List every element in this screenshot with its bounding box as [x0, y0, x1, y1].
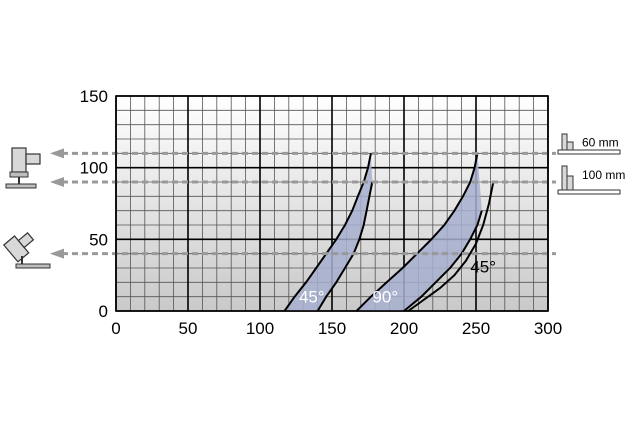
band-labels: 45° 90° 45°: [299, 257, 496, 306]
reference-labels: 60 mm 100 mm: [582, 135, 625, 182]
capacity-curve: [316, 181, 374, 312]
reference-label: 60 mm: [582, 135, 619, 149]
saw-tilted-icon: [2, 232, 51, 269]
x-tick-label: 50: [179, 319, 198, 338]
y-tick-label: 100: [80, 159, 108, 178]
reference-lines: [50, 148, 556, 259]
x-tick-label: 200: [390, 319, 418, 338]
y-tick-label: 150: [80, 87, 108, 106]
x-axis-ticks: 0 50 100 150 200 250 300: [111, 319, 562, 338]
capacity-curve: [407, 181, 495, 312]
y-tick-label: 50: [89, 230, 108, 249]
capacity-band: [284, 153, 373, 311]
plot-frame: [115, 95, 549, 312]
band-label: 90°: [372, 287, 398, 306]
reference-arrow: [50, 148, 64, 159]
capacity-band: [356, 153, 482, 311]
reference-label: 100 mm: [582, 168, 625, 182]
band-label: 45°: [299, 287, 325, 306]
capacity-curve: [283, 153, 372, 312]
x-tick-label: 250: [462, 319, 490, 338]
x-tick-label: 100: [246, 319, 274, 338]
y-axis-ticks: 0 50 100 150: [80, 87, 108, 321]
capacity-curve: [355, 153, 479, 312]
capacity-curve: [403, 210, 483, 312]
y-tick-label: 0: [99, 302, 108, 321]
x-tick-label: 0: [111, 319, 120, 338]
fence-icon: [557, 165, 621, 195]
x-tick-label: 300: [534, 319, 562, 338]
reference-arrow: [50, 248, 64, 259]
capacity-bands: [284, 153, 482, 311]
capacity-curves: [283, 153, 495, 312]
x-tick-label: 150: [318, 319, 346, 338]
band-label: 45°: [470, 257, 496, 276]
saw-vertical-icon: [5, 147, 41, 189]
fence-60mm-icon: [557, 133, 621, 155]
reference-arrow: [50, 177, 64, 187]
